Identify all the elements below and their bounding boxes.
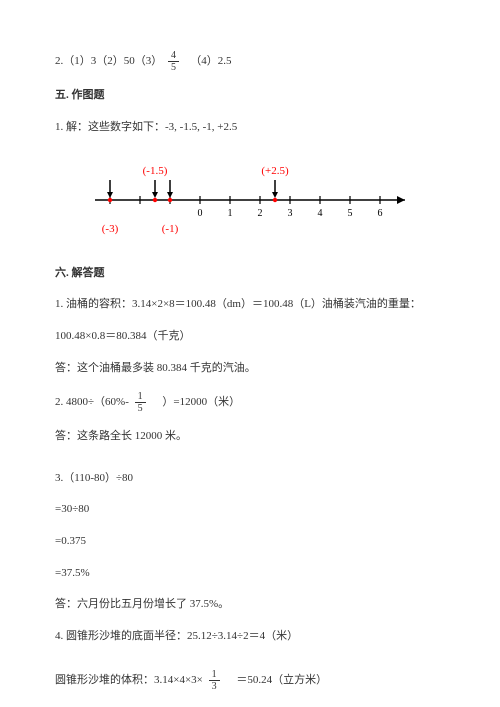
svg-text:0: 0 xyxy=(198,208,203,219)
q4-l2-suffix: ＝50.24（立方米） xyxy=(225,674,327,686)
spacer xyxy=(55,659,445,669)
q1-line2: 100.48×0.8＝80.384（千克） xyxy=(55,328,445,346)
spacer xyxy=(55,460,445,470)
q1-line1: 1. 油桶的容积：3.14×2×8＝100.48（dm）＝100.48（L）油桶… xyxy=(55,296,445,314)
number-line-figure: 0 1 2 3 4 5 6 (-1.5) (+2.5) (-3) (-1) xyxy=(85,150,445,247)
q2-line: 2. 4800÷（60%- 1 5 ）=12000（米） xyxy=(55,391,445,414)
q3-l4: =37.5% xyxy=(55,565,445,583)
svg-text:(-1.5): (-1.5) xyxy=(143,165,168,177)
q2-answer: 答：这条路全长 12000 米。 xyxy=(55,428,445,446)
number-line-svg: 0 1 2 3 4 5 6 (-1.5) (+2.5) (-3) (-1) xyxy=(85,150,415,240)
svg-text:6: 6 xyxy=(378,208,383,219)
q4-l1: 4. 圆锥形沙堆的底面半径：25.12÷3.14÷2＝4（米） xyxy=(55,628,445,646)
svg-text:1: 1 xyxy=(228,208,233,219)
top-answer-suffix: （4）2.5 xyxy=(185,55,232,67)
q3-l1: 3.（110-80）÷80 xyxy=(55,470,445,488)
q3-l2: =30÷80 xyxy=(55,501,445,519)
frac-den: 3 xyxy=(209,681,220,692)
svg-text:3: 3 xyxy=(288,208,293,219)
frac-den: 5 xyxy=(168,62,179,73)
q3-answer: 答：六月份比五月份增长了 37.5%。 xyxy=(55,596,445,614)
frac-num: 4 xyxy=(168,50,179,62)
svg-text:(-3): (-3) xyxy=(102,223,119,235)
svg-text:2: 2 xyxy=(258,208,263,219)
q1-answer: 答：这个油桶最多装 80.384 千克的汽油。 xyxy=(55,360,445,378)
section-5-line-1: 1. 解：这些数字如下：-3, -1.5, -1, +2.5 xyxy=(55,119,445,137)
svg-text:(+2.5): (+2.5) xyxy=(261,165,289,177)
frac-num: 1 xyxy=(135,391,146,403)
svg-text:5: 5 xyxy=(348,208,353,219)
fraction-1-5: 1 5 xyxy=(135,391,146,414)
frac-num: 1 xyxy=(209,669,220,681)
q3-l3: =0.375 xyxy=(55,533,445,551)
frac-den: 5 xyxy=(135,403,146,414)
q2-suffix: ）=12000（米） xyxy=(151,396,240,408)
fraction-1-3: 1 3 xyxy=(209,669,220,692)
svg-text:(-1): (-1) xyxy=(162,223,179,235)
top-answer-prefix: 2.（1）3（2）50（3） xyxy=(55,55,162,67)
section-5-heading: 五. 作图题 xyxy=(55,87,445,105)
section-6-heading: 六. 解答题 xyxy=(55,265,445,283)
q4-l2: 圆锥形沙堆的体积：3.14×4×3× 1 3 ＝50.24（立方米） xyxy=(55,669,445,692)
q2-prefix: 2. 4800÷（60%- xyxy=(55,396,129,408)
svg-text:4: 4 xyxy=(318,208,323,219)
top-answer-line: 2.（1）3（2）50（3） 4 5 （4）2.5 xyxy=(55,50,445,73)
q4-l2-prefix: 圆锥形沙堆的体积：3.14×4×3× xyxy=(55,674,203,686)
fraction-4-5: 4 5 xyxy=(168,50,179,73)
